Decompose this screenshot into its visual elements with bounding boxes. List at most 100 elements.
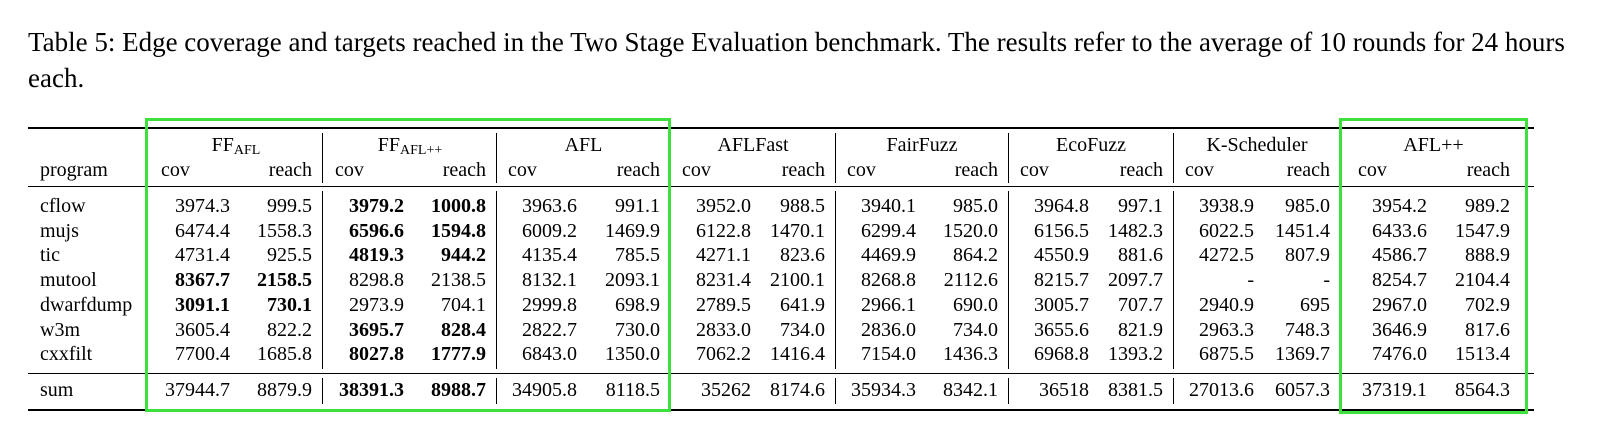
cov-value: 3938.9	[1199, 195, 1254, 217]
reach-header: reach	[616, 159, 660, 181]
program-name: mutool	[40, 269, 97, 291]
group-separator	[1173, 133, 1174, 183]
reach-value: 698.9	[615, 294, 660, 316]
cov-header: cov	[161, 159, 190, 181]
cov-value: 3954.2	[1372, 195, 1427, 217]
cov-value: 6596.6	[349, 220, 404, 242]
highlight-box	[145, 118, 671, 412]
reach-value: 707.7	[1118, 294, 1163, 316]
reach-value: 734.0	[953, 319, 998, 341]
reach-value: 8342.1	[943, 379, 998, 401]
cov-value: 8268.8	[861, 269, 916, 291]
cov-value: 8132.1	[522, 269, 577, 291]
cov-value: 4272.5	[1199, 244, 1254, 266]
reach-value: 8564.3	[1455, 379, 1510, 401]
cov-value: 3979.2	[349, 195, 404, 217]
group-separator	[1173, 191, 1174, 369]
group-separator	[496, 133, 497, 183]
program-header: program	[40, 159, 108, 181]
reach-header: reach	[442, 159, 486, 181]
cov-value: 3655.6	[1034, 319, 1089, 341]
cov-value: 7476.0	[1372, 343, 1427, 365]
cov-value: 36518	[1039, 379, 1089, 401]
reach-value: 821.9	[1118, 319, 1163, 341]
reach-value: 881.6	[1118, 244, 1163, 266]
reach-header: reach	[268, 159, 312, 181]
group-separator	[322, 378, 323, 404]
cov-header: cov	[682, 159, 711, 181]
reach-value: 704.1	[441, 294, 486, 316]
reach-value: 730.0	[615, 319, 660, 341]
cov-value: 6156.5	[1034, 220, 1089, 242]
reach-value: 8118.5	[605, 379, 660, 401]
program-name: dwarfdump	[40, 294, 133, 316]
reach-value: 1470.1	[770, 220, 825, 242]
reach-value: 864.2	[953, 244, 998, 266]
group-separator	[1008, 191, 1009, 369]
cov-value: 7154.0	[861, 343, 916, 365]
program-name: sum	[40, 379, 74, 401]
cov-value: 3091.1	[175, 294, 230, 316]
reach-header: reach	[1119, 159, 1163, 181]
cov-value: 6843.0	[522, 343, 577, 365]
reach-value: 1513.4	[1455, 343, 1510, 365]
reach-value: 8381.5	[1108, 379, 1163, 401]
group-separator	[496, 378, 497, 404]
cov-header: cov	[847, 159, 876, 181]
reach-value: 2138.5	[431, 269, 486, 291]
reach-header: reach	[1466, 159, 1510, 181]
cov-value: 3963.6	[522, 195, 577, 217]
group-subscript: AFL	[233, 143, 261, 158]
reach-value: 988.5	[780, 195, 825, 217]
reach-value: 6057.3	[1275, 379, 1330, 401]
group-separator	[1008, 133, 1009, 183]
group-header: AFL	[497, 133, 670, 157]
cov-value: 2973.9	[349, 294, 404, 316]
group-name: FF	[211, 134, 234, 156]
cov-value: 8367.7	[175, 269, 230, 291]
cov-value: 2833.0	[696, 319, 751, 341]
cov-header: cov	[1358, 159, 1387, 181]
group-separator	[322, 191, 323, 369]
cov-value: 4586.7	[1372, 244, 1427, 266]
cov-value: 8298.8	[349, 269, 404, 291]
reach-value: 1393.2	[1108, 343, 1163, 365]
reach-value: 2158.5	[257, 269, 312, 291]
cov-value: 27013.6	[1189, 379, 1254, 401]
cov-value: 2940.9	[1199, 294, 1254, 316]
cov-value: 6009.2	[522, 220, 577, 242]
group-name: AFLFast	[717, 134, 789, 156]
reach-value: 985.0	[953, 195, 998, 217]
cov-value: 4550.9	[1034, 244, 1089, 266]
cov-value: 3005.7	[1034, 294, 1089, 316]
program-name: cflow	[40, 195, 86, 217]
group-name: FairFuzz	[886, 134, 958, 156]
cov-value: 3952.0	[696, 195, 751, 217]
reach-value: 1547.9	[1455, 220, 1510, 242]
cov-value: 8254.7	[1372, 269, 1427, 291]
cov-value: 2789.5	[696, 294, 751, 316]
reach-value: 1520.0	[943, 220, 998, 242]
cov-value: 34905.8	[512, 379, 577, 401]
reach-value: 2100.1	[770, 269, 825, 291]
cov-value: 4469.9	[861, 244, 916, 266]
reach-value: 2093.1	[605, 269, 660, 291]
cov-value: 2822.7	[522, 319, 577, 341]
reach-value: 989.2	[1465, 195, 1510, 217]
group-header: FFAFL	[150, 133, 322, 163]
reach-value: 997.1	[1118, 195, 1163, 217]
cov-value: 7062.2	[696, 343, 751, 365]
reach-value: 2097.7	[1108, 269, 1163, 291]
table-top-rule	[28, 127, 1534, 129]
cov-value: 6875.5	[1199, 343, 1254, 365]
group-header: FairFuzz	[836, 133, 1008, 157]
cov-value: 7700.4	[175, 343, 230, 365]
cov-value: 35934.3	[851, 379, 916, 401]
reach-header: reach	[954, 159, 998, 181]
group-header: K-Scheduler	[1174, 133, 1340, 157]
group-header: FFAFL++	[324, 133, 496, 163]
cov-value: 6433.6	[1372, 220, 1427, 242]
cov-value: -	[1247, 269, 1254, 291]
cov-value: 3974.3	[175, 195, 230, 217]
reach-value: 748.3	[1285, 319, 1330, 341]
